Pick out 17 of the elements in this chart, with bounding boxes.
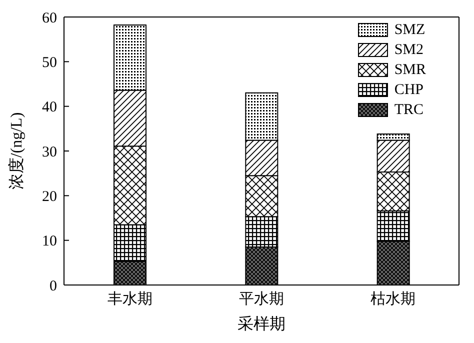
- y-tick-label: 50: [42, 54, 57, 71]
- legend-label: SMR: [394, 61, 426, 80]
- y-tick-label: 40: [42, 100, 57, 116]
- y-tick-label: 10: [42, 234, 57, 250]
- y-tick-label: 60: [42, 10, 57, 26]
- legend-label: SMZ: [394, 21, 426, 40]
- y-tick-label: 0: [50, 278, 57, 294]
- legend-label: CHP: [394, 81, 424, 100]
- legend-label: TRC: [394, 101, 424, 120]
- y-tick-label: 30: [42, 144, 57, 160]
- y-axis-title: 浓度/(ng/L): [8, 112, 26, 190]
- x-tick-label: 枯水期: [370, 290, 416, 308]
- x-tick-label: 平水期: [239, 290, 284, 308]
- legend-label: SM2: [394, 41, 424, 60]
- x-axis-title: 采样期: [238, 315, 286, 333]
- y-tick-label: 20: [42, 188, 57, 205]
- x-tick-label: 丰水期: [107, 290, 152, 308]
